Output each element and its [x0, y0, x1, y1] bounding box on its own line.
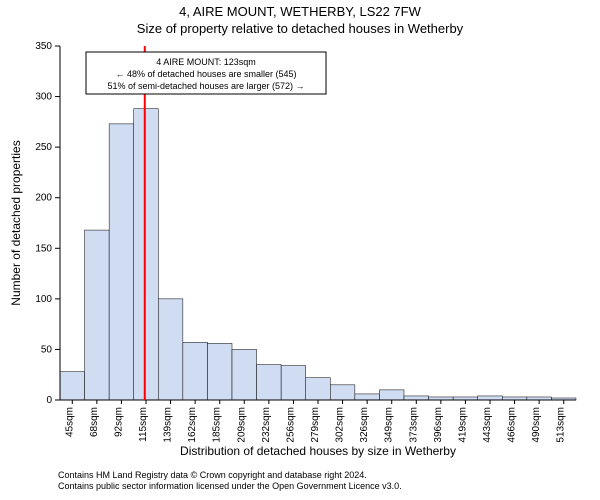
- x-tick-label: 373sqm: [408, 407, 419, 443]
- histogram-bar: [85, 230, 110, 400]
- x-tick-label: 139sqm: [163, 407, 174, 443]
- x-tick-label: 349sqm: [384, 407, 395, 443]
- attribution-line: Contains public sector information licen…: [58, 481, 402, 491]
- y-tick-label: 50: [41, 344, 53, 355]
- histogram-bar: [183, 342, 208, 400]
- histogram-bar: [257, 365, 282, 400]
- histogram-bar: [330, 385, 355, 400]
- x-tick-label: 209sqm: [236, 407, 247, 443]
- x-tick-label: 279sqm: [310, 407, 321, 443]
- histogram-bar: [379, 390, 404, 400]
- x-tick-label: 490sqm: [531, 407, 542, 443]
- attribution-line: Contains HM Land Registry data © Crown c…: [58, 470, 367, 480]
- chart-subtitle: Size of property relative to detached ho…: [137, 21, 464, 36]
- histogram-bar: [355, 394, 380, 400]
- x-tick-label: 256sqm: [285, 407, 296, 443]
- annotation-line: 51% of semi-detached houses are larger (…: [107, 81, 304, 91]
- x-tick-label: 302sqm: [335, 407, 346, 443]
- chart-title: 4, AIRE MOUNT, WETHERBY, LS22 7FW: [179, 4, 421, 19]
- x-tick-label: 466sqm: [507, 407, 518, 443]
- x-tick-label: 396sqm: [433, 407, 444, 443]
- y-tick-label: 300: [35, 92, 52, 103]
- y-tick-label: 250: [35, 142, 52, 153]
- histogram-bar: [281, 366, 306, 400]
- histogram-bar: [134, 109, 159, 400]
- x-tick-label: 162sqm: [187, 407, 198, 443]
- annotation-line: 4 AIRE MOUNT: 123sqm: [156, 57, 256, 67]
- x-tick-label: 115sqm: [138, 407, 149, 442]
- y-tick-label: 0: [46, 395, 52, 406]
- histogram-bar: [109, 124, 134, 400]
- y-axis-label: Number of detached properties: [9, 140, 23, 305]
- x-tick-label: 513sqm: [556, 407, 567, 443]
- x-axis-label: Distribution of detached houses by size …: [180, 444, 456, 458]
- annotation-line: ← 48% of detached houses are smaller (54…: [115, 69, 296, 79]
- y-tick-label: 150: [35, 243, 52, 254]
- histogram-bar: [232, 349, 257, 400]
- x-tick-label: 45sqm: [64, 407, 75, 437]
- x-tick-label: 443sqm: [482, 407, 493, 443]
- x-tick-label: 92sqm: [113, 407, 124, 437]
- y-tick-label: 100: [35, 294, 52, 305]
- x-tick-label: 326sqm: [359, 407, 370, 443]
- histogram-bar: [158, 299, 183, 400]
- histogram-bar: [60, 372, 85, 400]
- y-tick-label: 200: [35, 193, 52, 204]
- y-tick-label: 350: [35, 41, 52, 52]
- x-tick-label: 232sqm: [261, 407, 272, 443]
- histogram-bar: [306, 378, 331, 400]
- histogram-bar: [478, 396, 503, 400]
- histogram-bar: [207, 343, 232, 400]
- histogram-bar: [404, 396, 429, 400]
- x-tick-label: 419sqm: [457, 407, 468, 443]
- x-tick-label: 68sqm: [89, 407, 100, 437]
- x-tick-label: 185sqm: [212, 407, 223, 443]
